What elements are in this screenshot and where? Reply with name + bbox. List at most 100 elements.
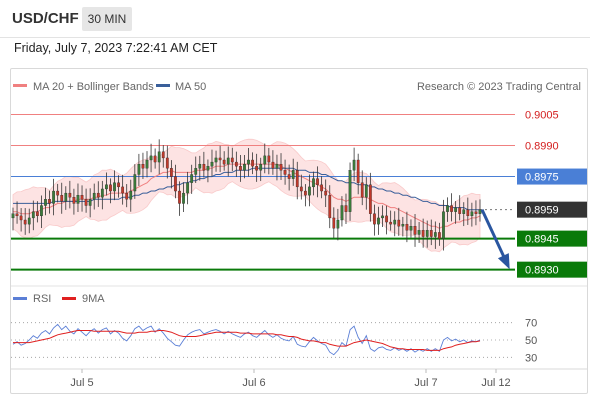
candle-body (433, 232, 437, 237)
candle-body (328, 195, 332, 219)
support-2-level-label: 0.8930 (525, 265, 559, 277)
candle-body (291, 170, 295, 179)
support-1-level-box (517, 230, 587, 247)
candle-body (239, 166, 242, 171)
candle-body (446, 205, 449, 212)
candle-body (450, 205, 453, 212)
candle-body (105, 184, 108, 190)
candle-body (283, 170, 287, 175)
support-1-level-label: 0.8945 (525, 234, 559, 246)
candle-body (68, 192, 72, 198)
candle-body (377, 217, 380, 225)
time-axis-tick-label: Jul 5 (70, 377, 93, 389)
candle-body (133, 174, 137, 192)
rsi-legend: RSI 9MA (13, 293, 105, 305)
candle-body (194, 168, 198, 175)
candle-body (470, 211, 474, 217)
candle-body (186, 182, 189, 194)
rsi-tick-label: 70 (525, 318, 537, 330)
forecast-arrow-head (497, 253, 510, 270)
candle-body (381, 215, 384, 219)
candle-body (226, 157, 230, 165)
candle-body (397, 219, 401, 227)
candle-body (348, 170, 352, 212)
time-axis-tick-label: Jul 6 (242, 377, 265, 389)
candle-body (454, 207, 458, 212)
candle-body (458, 207, 462, 214)
candle-body (23, 219, 27, 225)
candle-body (320, 184, 323, 192)
candle-body (385, 215, 388, 223)
candle-body (368, 184, 372, 214)
time-axis-tick-label: Jul 12 (481, 377, 510, 389)
candle-body (234, 161, 238, 167)
ma20-line (13, 163, 481, 229)
candle-body (190, 174, 194, 183)
resistance-2-level-label: 0.9005 (525, 109, 559, 121)
candle-body (100, 188, 104, 198)
candle-body (182, 192, 185, 204)
rsi-ma-legend-swatch (62, 297, 76, 300)
candle-body (478, 209, 482, 214)
candle-body (52, 190, 55, 204)
pivot-level-box (517, 168, 587, 185)
candle-body (27, 217, 31, 225)
candle-body (64, 192, 68, 202)
candle-body (336, 219, 340, 229)
candle-body (247, 159, 250, 165)
support-2-level-box (517, 261, 587, 278)
candle-body (360, 182, 364, 198)
ma20-legend-label: MA 20 + Bollinger Bands (33, 81, 154, 93)
candle-body (60, 195, 64, 202)
source-label: Research © 2023 Trading Central (417, 81, 581, 93)
symbol-label: USD/CHF (12, 10, 79, 27)
candle-body (230, 157, 234, 163)
rsi-tick-label: 50 (525, 335, 537, 347)
candle-body (364, 184, 368, 198)
candle-body (145, 159, 149, 169)
ma50-legend-swatch (156, 84, 170, 87)
candle-body (202, 163, 206, 171)
candle-body (210, 161, 214, 167)
candle-body (40, 205, 43, 217)
candle-body (324, 190, 328, 196)
pivot-level-label: 0.8975 (525, 172, 559, 184)
candle-body (263, 155, 267, 165)
rsi-legend-swatch (13, 297, 27, 300)
candle-body (15, 213, 19, 217)
candle-body (170, 168, 173, 177)
candle-body (206, 166, 210, 171)
datetime-label: Friday, July 7, 2023 7:22:41 AM CET (14, 41, 218, 55)
chart-legend: MA 20 + Bollinger Bands MA 50 Research ©… (13, 81, 581, 93)
candle-body (92, 192, 96, 200)
candle-body (198, 163, 202, 169)
candle-body (340, 205, 344, 221)
candle-body (425, 230, 429, 237)
candle-body (125, 192, 129, 200)
candle-body (413, 226, 417, 235)
candle-body (80, 195, 84, 200)
rsi-ma-legend-label: 9MA (82, 293, 105, 305)
candle-body (35, 211, 39, 217)
candle-body (157, 151, 161, 163)
candle-body (84, 199, 88, 206)
candle-body (373, 213, 376, 225)
candle-body (299, 186, 303, 192)
resistance-1-level-label: 0.8990 (525, 141, 559, 153)
candle-body (141, 163, 145, 169)
time-axis: Jul 5 Jul 6 Jul 7 Jul 12 (70, 369, 511, 389)
candle-body (251, 159, 254, 167)
rsi-legend-label: RSI (33, 293, 51, 305)
candle-body (287, 174, 291, 179)
candle-body (466, 209, 470, 217)
candle-body (161, 151, 165, 159)
ma20-legend-swatch (13, 84, 27, 87)
time-axis-tick-label: Jul 7 (414, 377, 437, 389)
candle-body (417, 230, 421, 235)
timeframe-button[interactable]: 30 MIN (82, 7, 132, 31)
candle-body (121, 186, 125, 194)
candle-body (401, 223, 405, 227)
candle-body (405, 223, 409, 231)
candle-body (174, 176, 177, 192)
